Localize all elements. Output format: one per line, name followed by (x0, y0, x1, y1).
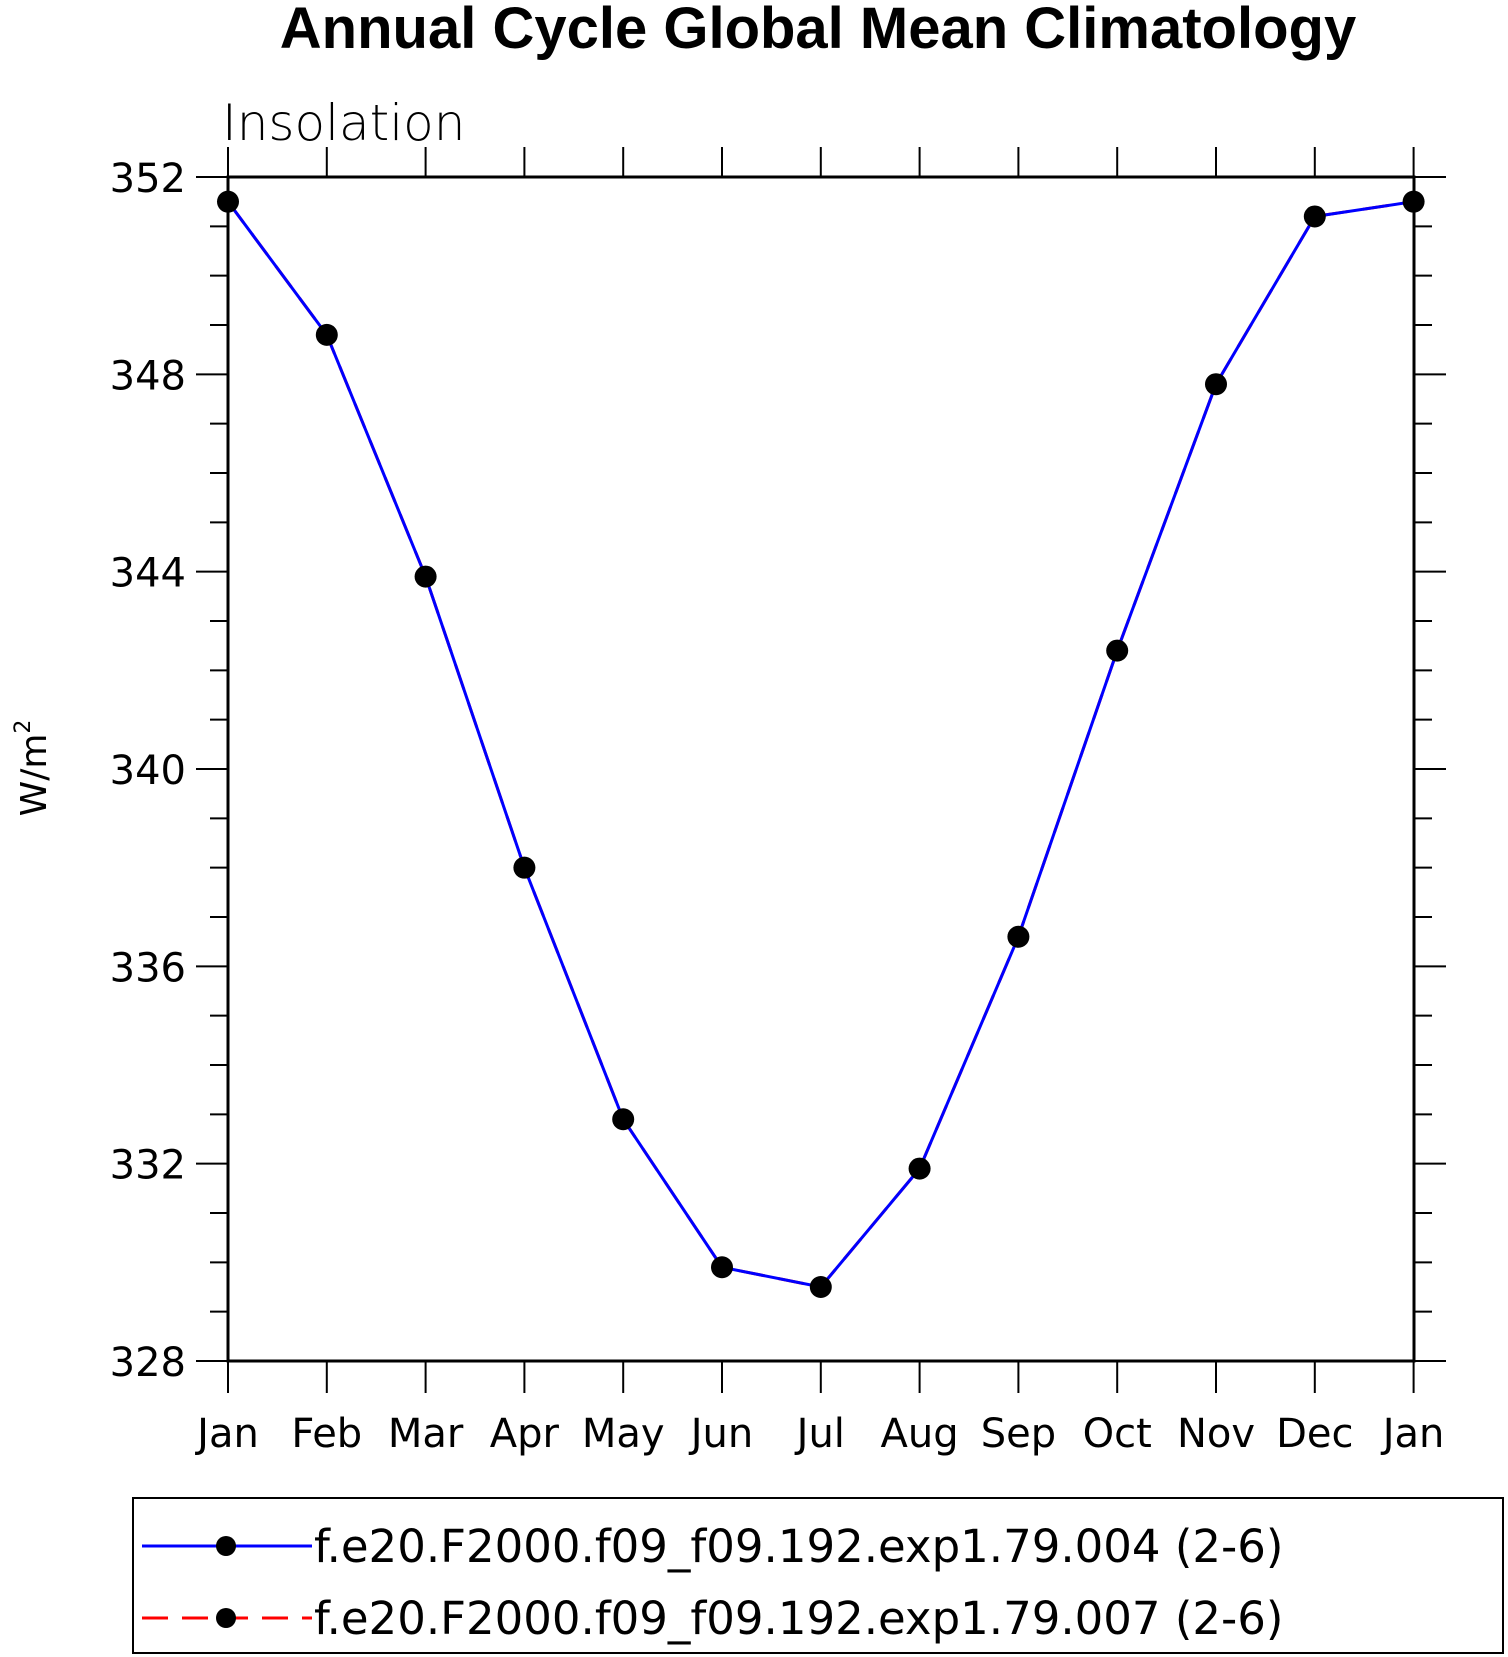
y-axis-label-text: W/m (14, 734, 55, 817)
legend-marker-2 (216, 1608, 236, 1628)
data-point (1106, 639, 1129, 662)
series-line-2 (226, 200, 1414, 1289)
y-tick-label: 348 (110, 353, 186, 399)
data-point (513, 856, 536, 879)
data-point (711, 1256, 733, 1279)
data-point (1402, 190, 1425, 213)
series-layer (217, 190, 1425, 1298)
x-tick-label: Oct (1083, 1411, 1152, 1457)
y-tick-label: 340 (110, 748, 186, 794)
data-point (612, 1108, 635, 1131)
legend-entries: f.e20.F2000.f09_f09.192.exp1.79.004 (2-6… (142, 1520, 1283, 1645)
data-point (1007, 925, 1030, 948)
data-point (1303, 205, 1326, 228)
y-tick-label: 344 (110, 551, 186, 597)
x-tick-label: Jan (194, 1411, 259, 1457)
x-tick-label: Sep (981, 1411, 1056, 1457)
x-tick-label: Mar (388, 1411, 464, 1457)
x-tick-label: Jun (688, 1411, 754, 1457)
x-tick-label: Dec (1276, 1411, 1353, 1457)
x-tick-label: May (582, 1411, 665, 1457)
data-point (315, 323, 338, 346)
x-tick-label: Feb (291, 1411, 362, 1457)
y-tick-label: 336 (110, 945, 186, 991)
legend-label-2: f.e20.F2000.f09_f09.192.exp1.79.007 (2-6… (314, 1592, 1283, 1645)
data-point (1205, 373, 1227, 396)
chart-subtitle: Insolation (222, 94, 465, 152)
axis-ticks (196, 147, 1446, 1393)
y-axis-label: W/m2 (11, 720, 55, 817)
plot-frame (226, 175, 1416, 1363)
x-tick-labels: Jan Feb Mar Apr May Jun Jul Aug Sep Oct Nov Dec Jan (194, 1411, 1444, 1457)
chart-title: Annual Cycle Global Mean Climatology (280, 0, 1356, 61)
x-tick-label: Aug (881, 1411, 959, 1457)
data-point (414, 565, 437, 588)
y-axis-label-superscript: 2 (11, 720, 36, 734)
y-tick-label: 332 (110, 1143, 186, 1189)
legend: f.e20.F2000.f09_f09.192.exp1.79.004 (2-6… (132, 1497, 1504, 1654)
legend-box (132, 1497, 1504, 1654)
y-tick-labels: 328 332 336 340 344 348 352 (110, 156, 186, 1386)
x-tick-label: Nov (1177, 1411, 1255, 1457)
series-line-1 (226, 200, 1414, 1289)
x-tick-label: Jul (794, 1411, 845, 1457)
x-tick-label: Jan (1380, 1411, 1445, 1457)
data-point (908, 1157, 931, 1180)
x-tick-label: Apr (490, 1411, 560, 1457)
svg-text:W/m2: W/m2 (11, 720, 55, 817)
data-point (217, 190, 239, 213)
legend-label-1: f.e20.F2000.f09_f09.192.exp1.79.004 (2-6… (314, 1520, 1283, 1573)
legend-marker-1 (216, 1536, 236, 1556)
data-point (809, 1276, 832, 1298)
y-tick-label: 352 (110, 156, 186, 202)
y-tick-label: 328 (110, 1340, 186, 1386)
